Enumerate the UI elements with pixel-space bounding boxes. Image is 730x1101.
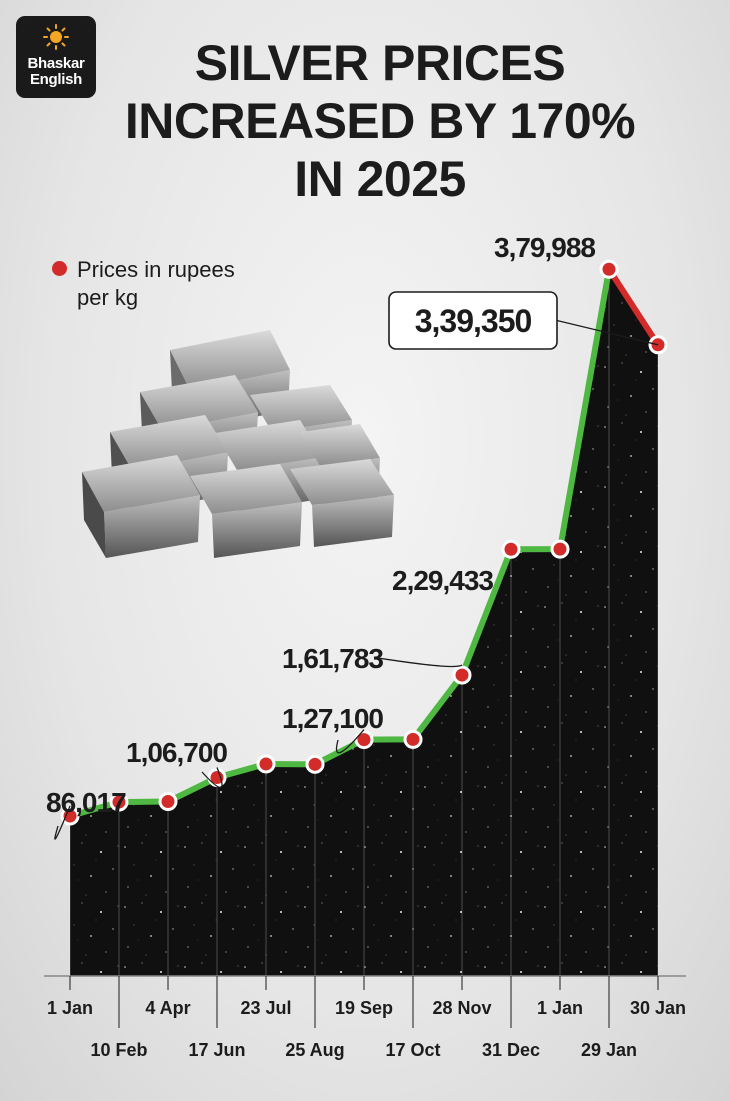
legend-label: Prices in rupees per kg [77, 257, 235, 310]
area-fill [70, 269, 658, 977]
data-label: 3,79,988 [494, 232, 595, 263]
x-tick-label: 1 Jan [537, 998, 583, 1018]
legend-marker [52, 261, 67, 276]
data-point-marker [256, 754, 276, 774]
x-tick-label: 19 Sep [335, 998, 393, 1018]
x-tick-label: 28 Nov [432, 998, 491, 1018]
price-drop-segment [606, 266, 661, 348]
x-tick-label: 23 Jul [240, 998, 291, 1018]
data-point-marker [109, 792, 129, 812]
data-label: 1,61,783 [282, 643, 383, 674]
data-label: 2,29,433 [392, 565, 493, 596]
data-point-marker [452, 665, 472, 685]
x-tick-label: 10 Feb [90, 1040, 147, 1060]
data-point-marker [550, 539, 570, 559]
x-tick-label: 29 Jan [581, 1040, 637, 1060]
x-tick-label: 4 Apr [145, 998, 190, 1018]
data-point-marker [599, 259, 619, 279]
data-point-marker [501, 539, 521, 559]
label-leader-line [335, 729, 365, 754]
data-label: 86,017 [46, 787, 126, 818]
data-label: 3,39,350 [415, 303, 532, 339]
legend: Prices in rupees per kg [52, 256, 267, 312]
label-leader-line [54, 805, 71, 840]
silver-bars-illustration [82, 330, 394, 558]
data-point-marker [60, 806, 80, 826]
price-line-segment [410, 672, 465, 743]
chart-title: SILVER PRICES INCREASED BY 170% IN 2025 [100, 34, 660, 208]
price-line-segment [557, 266, 612, 553]
label-leader-line [556, 319, 659, 346]
data-point-marker [207, 768, 227, 788]
data-label-box [388, 291, 558, 350]
label-leader-line [377, 657, 463, 668]
brand-logo: Bhaskar English [16, 16, 96, 98]
price-line-segment [459, 546, 514, 679]
x-tick-label: 17 Oct [385, 1040, 440, 1060]
brand-line-2: English [29, 71, 83, 88]
brand-line-1: Bhaskar [27, 55, 85, 72]
data-label: 1,06,700 [126, 737, 227, 768]
x-tick-label: 30 Jan [630, 998, 686, 1018]
title-line-2: INCREASED BY 170% [124, 93, 636, 149]
x-tick-label: 31 Dec [482, 1040, 540, 1060]
data-label: 1,27,100 [282, 703, 383, 734]
sun-icon [43, 24, 69, 50]
x-tick-label: 1 Jan [47, 998, 93, 1018]
title-line-3: IN 2025 [294, 151, 466, 207]
label-leader-line [201, 767, 223, 789]
data-point-marker [305, 754, 325, 774]
x-tick-label: 17 Jun [188, 1040, 245, 1060]
title-line-1: SILVER PRICES [194, 35, 566, 91]
data-point-marker [403, 729, 423, 749]
x-tick-label: 25 Aug [285, 1040, 344, 1060]
data-point-marker [158, 792, 178, 812]
